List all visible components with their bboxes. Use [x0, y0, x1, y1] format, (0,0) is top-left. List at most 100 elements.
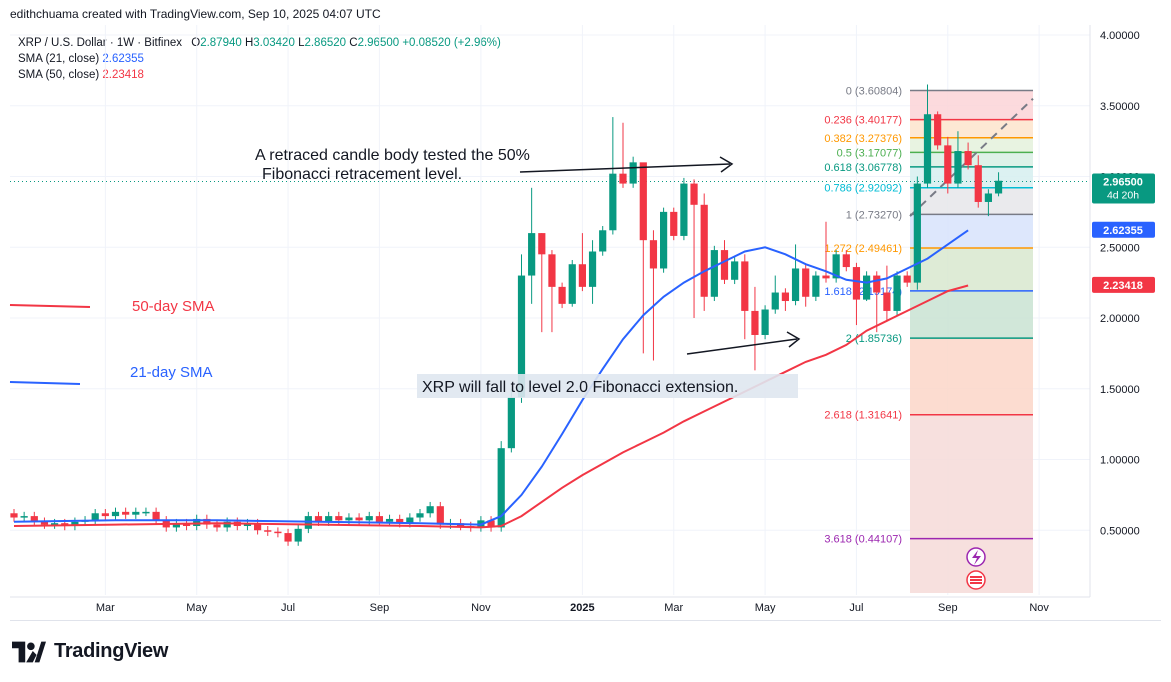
- fib-level-label: 3.618 (0.44107): [824, 534, 902, 546]
- sma50-line: [13, 284, 969, 529]
- annotations: A retraced candle body tested the 50% Fib…: [9, 147, 986, 590]
- candle-body: [771, 292, 779, 310]
- candle-body: [142, 511, 150, 514]
- y-tick-label: 1.00000: [1100, 455, 1140, 467]
- annotation-top-line1: A retraced candle body tested the 50%: [255, 147, 530, 164]
- candle-body: [791, 268, 800, 302]
- candle-body: [284, 533, 292, 542]
- candle-body: [863, 275, 871, 300]
- axes: 4.000003.500003.000002.500002.000001.500…: [10, 25, 1155, 614]
- flag-icon: [970, 576, 982, 584]
- annotation-bottom-text: XRP will fall to level 2.0 Fibonacci ext…: [422, 379, 738, 396]
- candle-body: [416, 513, 424, 518]
- x-tick-label: Mar: [664, 602, 683, 614]
- tradingview-logo-icon: [12, 641, 46, 662]
- candle-body: [913, 183, 921, 283]
- logo-text: TradingView: [54, 640, 169, 662]
- fib-level-label: 0.382 (3.27376): [824, 133, 902, 145]
- candle-body: [406, 517, 414, 524]
- price-axis-label-box: [1092, 173, 1155, 204]
- legend-sma21-row[interactable]: SMA (21, close) 2.62355: [18, 51, 501, 67]
- tradingview-logo[interactable]: TradingView: [12, 640, 168, 663]
- candle-body: [91, 513, 99, 521]
- candle-body: [954, 151, 962, 184]
- candle-body: [375, 516, 383, 522]
- candle-body: [335, 516, 343, 521]
- candle-body: [639, 162, 647, 241]
- price-axis-countdown: 4d 20h: [1107, 189, 1139, 201]
- candle-body: [538, 233, 546, 255]
- candle-body: [30, 516, 38, 522]
- candle-body: [700, 204, 708, 297]
- x-tick-label: May: [186, 602, 207, 614]
- candle-body: [10, 513, 18, 518]
- sma21-key-line: [9, 381, 81, 385]
- legend-sma50-value: 2.23418: [102, 69, 144, 81]
- annotation-arrowhead-bottom: [786, 331, 801, 348]
- legend-close-label: C: [349, 37, 358, 49]
- legend-open-label: O: [191, 37, 201, 49]
- fib-zone: [910, 338, 1033, 415]
- y-tick-label: 0.50000: [1100, 525, 1140, 537]
- candle-body: [487, 520, 495, 528]
- legend-high-label: H: [244, 37, 254, 49]
- candle-body: [964, 151, 972, 166]
- x-tick-label: Sep: [370, 602, 390, 614]
- candle-body: [172, 523, 180, 528]
- sma50-key-label: 50-day SMA: [132, 298, 215, 315]
- candle-body: [203, 518, 211, 525]
- price-chart[interactable]: 0 (3.60804) 0.236 (3.40177) 0.382 (3.27376…: [0, 0, 1171, 620]
- fib-level-label: 2.618 (1.31641): [824, 410, 902, 422]
- candle-body: [822, 275, 830, 279]
- candle-body: [558, 286, 566, 304]
- candle-body: [883, 292, 891, 311]
- candle-body: [812, 275, 820, 297]
- x-tick-label: Mar: [96, 602, 115, 614]
- legend-close-value: 2.96500: [357, 37, 400, 49]
- legend-high-value: 3.03420: [253, 37, 295, 49]
- sma50-key-line: [9, 304, 91, 308]
- candle-body: [578, 264, 586, 287]
- legend-sma50-label: SMA (50, close): [18, 69, 100, 81]
- candle-body: [781, 292, 789, 302]
- candle-body: [426, 506, 434, 514]
- candle-body: [680, 183, 688, 236]
- annotation-arrowhead-top: [719, 156, 734, 173]
- fib-zone: [910, 166, 1033, 188]
- candle-body: [690, 183, 698, 205]
- candle-body: [365, 516, 373, 521]
- candles: [10, 84, 1003, 546]
- candle-body: [974, 165, 982, 202]
- candle-body: [71, 521, 79, 527]
- candle-body: [649, 240, 658, 269]
- chart-credit: edithchuama created with TradingView.com…: [10, 7, 381, 21]
- legend-low-value: 2.86520: [304, 37, 347, 49]
- candle-body: [599, 230, 607, 252]
- fib-zone: [910, 248, 1033, 291]
- y-tick-label: 2.50000: [1100, 242, 1140, 254]
- candle-body: [873, 275, 881, 293]
- candle-body: [507, 397, 515, 449]
- y-tick-label: 4.00000: [1100, 30, 1140, 42]
- fib-level-label: 0.786 (2.92092): [824, 183, 902, 195]
- candle-body: [264, 530, 272, 532]
- sma21-line: [13, 229, 969, 526]
- candle-body: [548, 254, 556, 287]
- x-tick-label: May: [755, 602, 776, 614]
- candle-body: [152, 511, 160, 521]
- candle-body: [588, 251, 597, 287]
- fib-zone: [910, 414, 1033, 539]
- candle-body: [832, 254, 840, 279]
- candle-body: [101, 513, 109, 517]
- candle-body: [111, 511, 120, 517]
- candle-body: [345, 517, 353, 521]
- price-axis-label: 2.62355: [1103, 225, 1143, 237]
- fib-zone: [910, 214, 1033, 249]
- annotation-top-line2: Fibonacci retracement level.: [262, 166, 462, 183]
- x-tick-label: Jul: [281, 602, 295, 614]
- legend-sma50-row[interactable]: SMA (50, close) 2.23418: [18, 67, 501, 83]
- annotation-arrow-bottom: [686, 338, 798, 355]
- candle-body: [923, 114, 932, 184]
- fib-level-label: 1 (2.73270): [846, 209, 902, 221]
- legend-ohlc-row[interactable]: XRP / U.S. Dollar · 1W · Bitfinex O2.879…: [18, 35, 501, 51]
